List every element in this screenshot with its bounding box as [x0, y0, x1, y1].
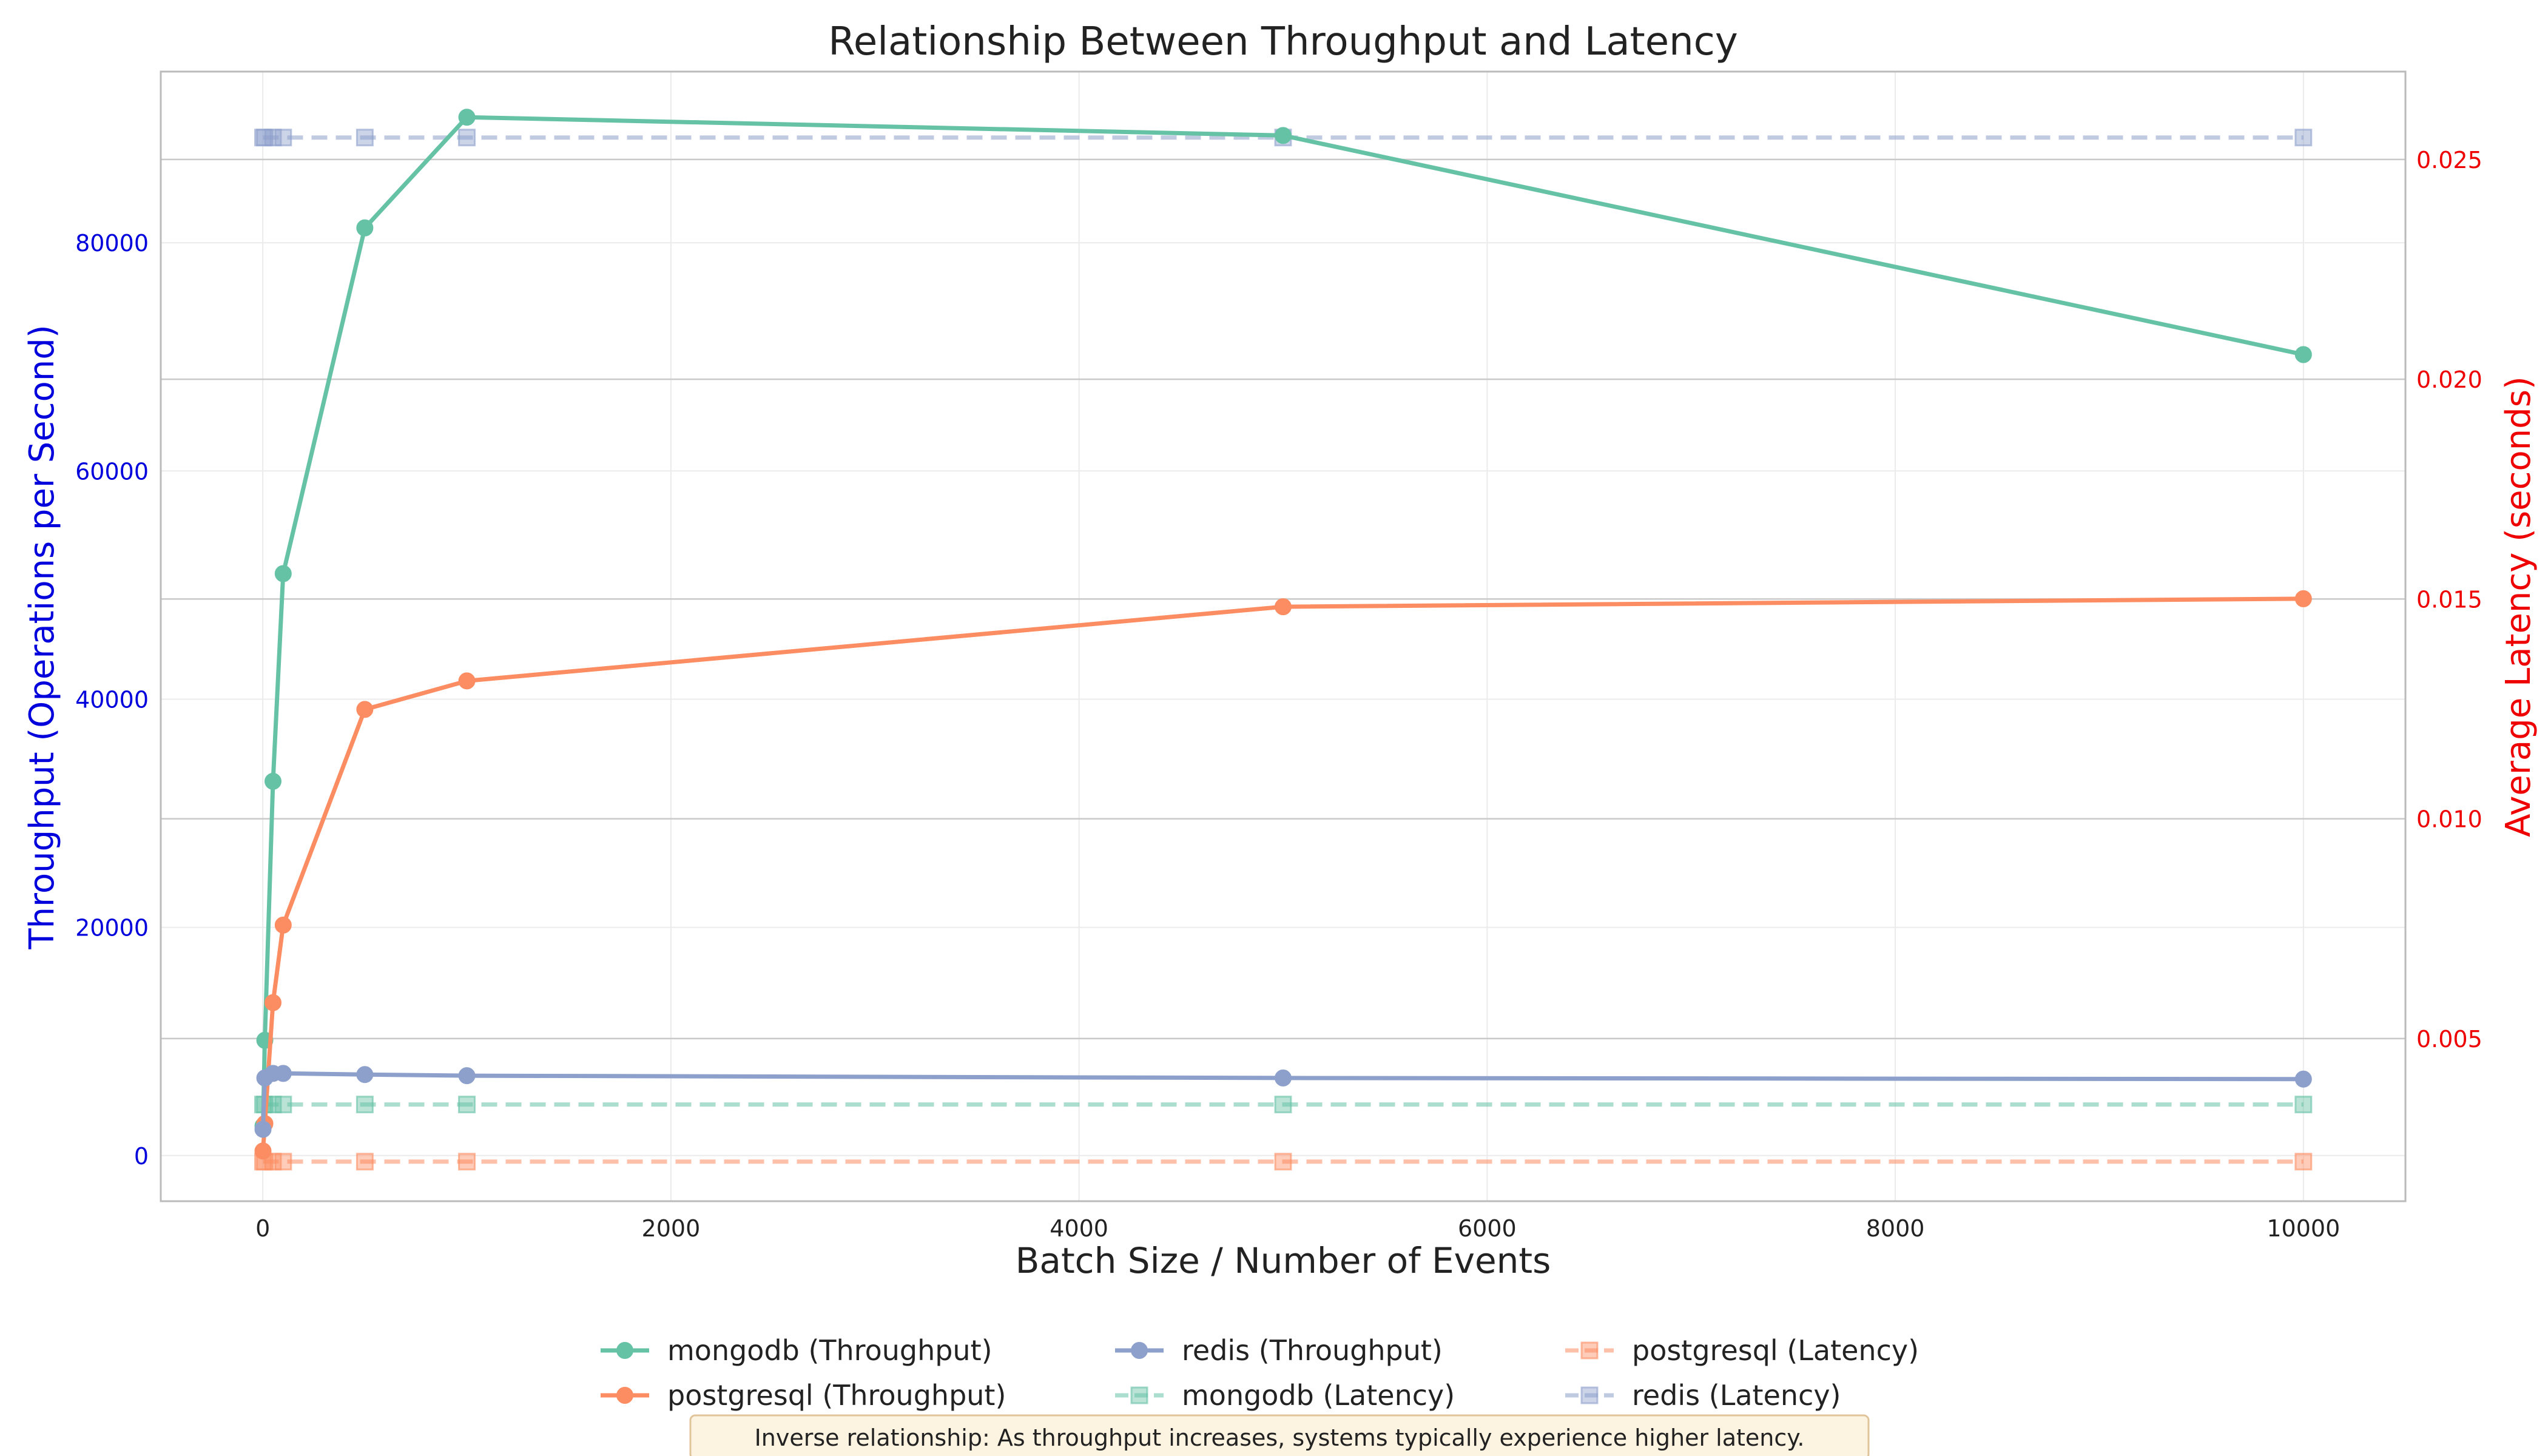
- axes: 0 2000 4000 6000 8000 10000 0 20000 40000 60000 80…: [75, 147, 2482, 1242]
- x-axis-label: Batch Size / Number of Events: [1016, 1240, 1551, 1281]
- redis-latency-point: [458, 129, 476, 147]
- legend-entry: redis (Throughput): [1115, 1334, 1443, 1367]
- legend-entry: mongodb (Throughput): [601, 1334, 993, 1367]
- y-left-tick-label: 0: [134, 1143, 149, 1170]
- y-left-tick-label: 40000: [75, 686, 149, 713]
- legend-entry: redis (Latency): [1565, 1379, 1841, 1412]
- legend-swatch-marker: [616, 1387, 633, 1404]
- y-left-tick-label: 80000: [75, 230, 149, 257]
- legend: mongodb (Throughput) postgresql (Throughp…: [601, 1334, 1919, 1412]
- legend-swatch-marker: [1130, 1386, 1148, 1404]
- postgresql-throughput-point: [356, 701, 374, 718]
- legend-label: postgresql (Latency): [1632, 1334, 1919, 1367]
- postgresql-latency-point: [458, 1153, 476, 1171]
- legend-entry: mongodb (Latency): [1115, 1379, 1455, 1412]
- redis-throughput-point: [458, 1067, 476, 1085]
- mongodb-latency-point: [1274, 1096, 1292, 1114]
- legend-swatch-marker: [1580, 1341, 1599, 1360]
- y-right-tick-label: 0.005: [2416, 1026, 2482, 1053]
- annotation-box: Inverse relationship: As throughput incr…: [689, 1414, 1870, 1456]
- legend-label: mongodb (Latency): [1182, 1379, 1455, 1412]
- y-axis-right-label: Average Latency (seconds): [2499, 376, 2538, 837]
- postgresql-throughput-point: [265, 994, 281, 1011]
- grid: [161, 72, 2405, 1201]
- y-right-tick-label: 0.015: [2416, 586, 2482, 613]
- series-layer: [254, 109, 2313, 1171]
- redis-throughput-point: [356, 1066, 374, 1084]
- postgresql-latency-point: [356, 1153, 374, 1171]
- mongodb-throughput-series: [254, 109, 2312, 1134]
- legend-swatch-marker: [616, 1342, 633, 1359]
- redis-latency-point: [356, 129, 374, 147]
- redis-throughput-point: [2294, 1070, 2312, 1088]
- y-right-tick-label: 0.020: [2416, 366, 2482, 393]
- postgresql-throughput-point: [1275, 598, 1292, 616]
- x-tick-label: 6000: [1458, 1215, 1517, 1242]
- mongodb-throughput-point: [2294, 346, 2312, 363]
- x-tick-label: 4000: [1050, 1215, 1108, 1242]
- postgresql-latency-point: [274, 1153, 292, 1171]
- y-left-tick-label: 60000: [75, 458, 149, 485]
- mongodb-latency-point: [356, 1096, 374, 1114]
- y-left-tick-label: 20000: [75, 915, 149, 942]
- mongodb-throughput-point: [356, 219, 374, 237]
- redis-latency-point: [2294, 129, 2313, 147]
- mongodb-latency-point: [2294, 1096, 2313, 1114]
- legend-swatch-marker: [1580, 1386, 1599, 1404]
- mongodb-throughput-point: [265, 772, 281, 790]
- mongodb-throughput-point: [274, 565, 292, 582]
- legend-label: mongodb (Throughput): [667, 1334, 993, 1367]
- postgresql-latency-series: [254, 1153, 2313, 1171]
- y-axis-left-label: Throughput (Operations per Second): [22, 325, 62, 949]
- y-right-tick-label: 0.025: [2416, 147, 2482, 174]
- annotation-text: Inverse relationship: As throughput incr…: [755, 1424, 1805, 1451]
- redis-throughput-point: [1275, 1069, 1292, 1087]
- legend-entry: postgresql (Latency): [1565, 1334, 1919, 1367]
- y-right-tick-label: 0.010: [2416, 806, 2482, 833]
- postgresql-throughput-point: [254, 1142, 272, 1160]
- postgresql-throughput-line: [261, 596, 2304, 1151]
- postgresql-throughput-series: [254, 590, 2312, 1160]
- legend-label: redis (Latency): [1632, 1379, 1841, 1412]
- mongodb-latency-point: [274, 1096, 292, 1114]
- mongodb-throughput-point: [1275, 127, 1292, 144]
- mongodb-throughput-line: [261, 115, 2304, 1126]
- postgresql-throughput-point: [274, 916, 292, 934]
- legend-swatch-marker: [1131, 1342, 1148, 1359]
- postgresql-throughput-point: [2294, 590, 2312, 607]
- x-tick-label: 8000: [1866, 1215, 1925, 1242]
- redis-throughput-point: [274, 1065, 292, 1082]
- plot-frame: [160, 70, 2407, 1202]
- x-tick-label: 0: [255, 1215, 270, 1242]
- legend-entry: postgresql (Throughput): [601, 1379, 1006, 1412]
- redis-throughput-series: [254, 1065, 2312, 1138]
- redis-throughput-point: [254, 1121, 272, 1138]
- x-tick-label: 10000: [2267, 1215, 2340, 1242]
- postgresql-latency-point: [2294, 1153, 2313, 1171]
- legend-label: redis (Throughput): [1182, 1334, 1443, 1367]
- mongodb-throughput-point: [458, 109, 476, 126]
- mongodb-latency-series: [254, 1096, 2313, 1114]
- redis-latency-point: [274, 129, 292, 147]
- postgresql-throughput-point: [458, 672, 476, 690]
- legend-label: postgresql (Throughput): [667, 1379, 1006, 1412]
- chart-title: Relationship Between Throughput and Late…: [828, 19, 1737, 64]
- annotation-background: [689, 1414, 1870, 1456]
- postgresql-latency-point: [1274, 1153, 1292, 1171]
- x-tick-label: 2000: [642, 1215, 701, 1242]
- redis-latency-point: [264, 129, 282, 147]
- mongodb-latency-point: [458, 1096, 476, 1114]
